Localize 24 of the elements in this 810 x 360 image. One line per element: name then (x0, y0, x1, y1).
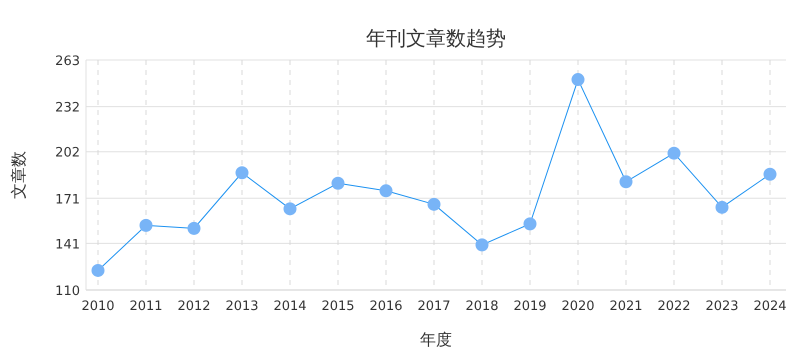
x-tick-label: 2015 (321, 299, 355, 314)
y-tick-label: 232 (55, 100, 80, 116)
y-axis-title: 文章数 (9, 151, 28, 199)
x-tick-label: 2024 (753, 299, 787, 314)
x-tick-label: 2016 (369, 299, 403, 314)
x-tick-label: 2010 (81, 299, 115, 314)
y-tick-label: 171 (55, 192, 80, 208)
chart-title: 年刊文章数趋势 (366, 26, 506, 50)
y-tick-label: 110 (55, 284, 80, 299)
y-tick-label: 202 (55, 146, 80, 161)
x-tick-label: 2019 (513, 299, 547, 314)
x-tick-label: 2014 (273, 299, 307, 314)
x-tick-label: 2022 (657, 299, 691, 314)
x-tick-label: 2020 (561, 299, 595, 314)
x-tick-label: 2012 (177, 299, 211, 314)
x-axis-title: 年度 (420, 330, 452, 349)
y-tick-label: 263 (55, 54, 80, 69)
x-tick-label: 2018 (465, 299, 499, 314)
x-tick-label: 2011 (129, 299, 163, 314)
y-tick-label: 141 (55, 237, 80, 252)
x-tick-label: 2013 (225, 299, 259, 314)
x-tick-label: 2023 (705, 299, 739, 314)
x-tick-label: 2021 (609, 299, 643, 314)
x-tick-label: 2017 (417, 299, 451, 314)
